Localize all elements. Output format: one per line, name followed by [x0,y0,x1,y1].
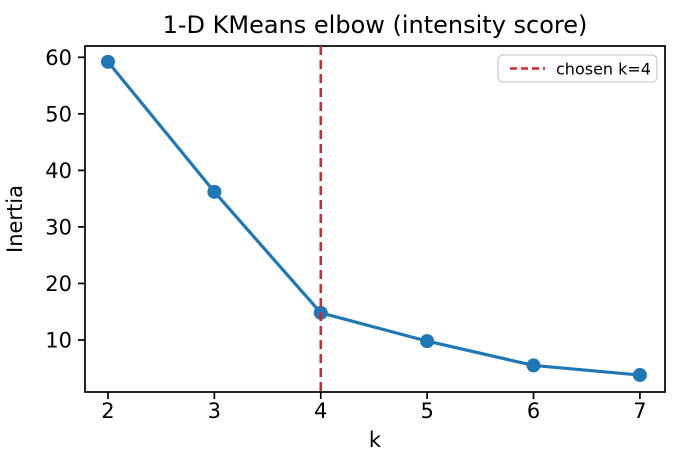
y-tick-label: 30 [45,215,72,239]
plot-area: 2 3 4 5 6 7 10 20 30 40 50 60 chosen k=4 [45,45,666,423]
y-tick-label: 20 [45,272,72,296]
chart-title: 1-D KMeans elbow (intensity score) [163,11,588,39]
x-axis-label: k [369,428,382,452]
legend-label: chosen k=4 [556,60,651,79]
plot-border [84,45,666,393]
legend-box [497,54,658,83]
data-point [100,54,115,69]
y-tick-label: 10 [45,328,72,352]
data-point [526,358,541,373]
y-tick-label: 60 [45,46,72,70]
x-tick-label: 3 [208,399,221,423]
y-tick-label: 40 [45,159,72,183]
data-point [420,334,435,349]
x-tick-label: 2 [101,399,114,423]
data-point [207,184,222,199]
y-tick-label: 50 [45,102,72,126]
x-tick-label: 5 [420,399,433,423]
x-tick-label: 7 [633,399,646,423]
data-point [632,368,647,383]
x-tick-label: 6 [527,399,540,423]
inertia-line [106,60,642,377]
x-tick-label: 4 [314,399,327,423]
y-axis-label: Inertia [3,185,27,253]
